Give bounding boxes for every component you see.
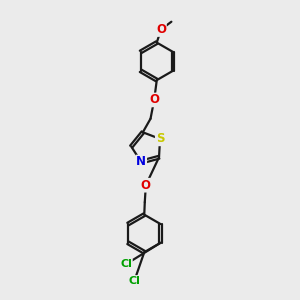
Text: N: N bbox=[136, 155, 146, 169]
Text: Cl: Cl bbox=[120, 259, 132, 269]
Text: S: S bbox=[156, 132, 164, 146]
Text: O: O bbox=[141, 179, 151, 192]
Text: O: O bbox=[156, 23, 166, 36]
Text: Cl: Cl bbox=[128, 276, 140, 286]
Text: O: O bbox=[149, 93, 159, 106]
